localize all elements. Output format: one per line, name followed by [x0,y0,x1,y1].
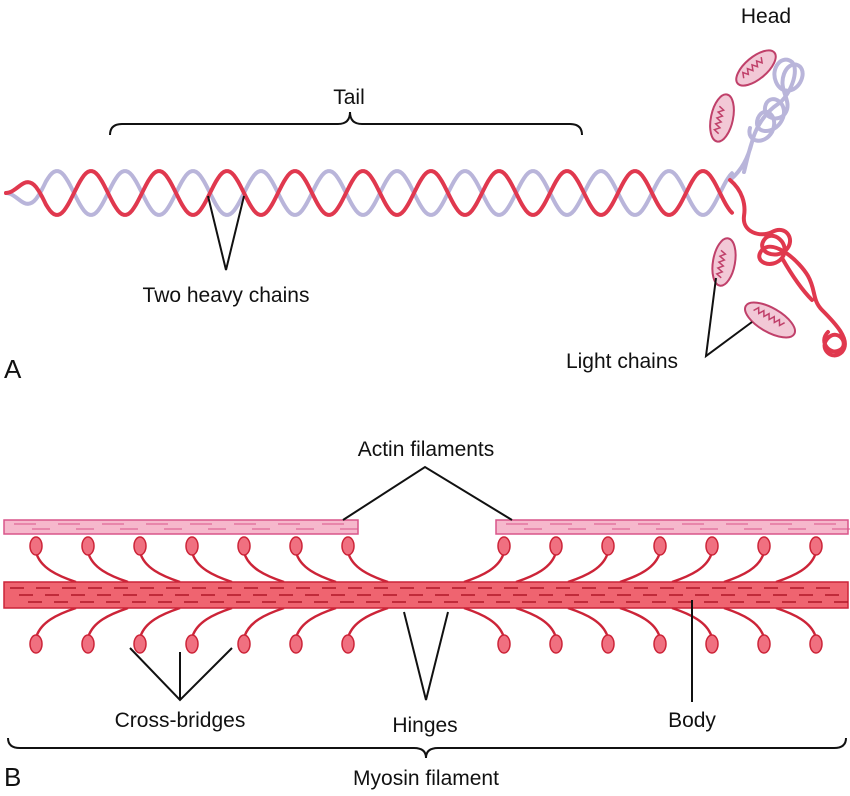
cross-bridge-arm [775,551,818,584]
light-chain-2 [709,93,735,143]
cross-bridge-arm [515,606,558,639]
cross-bridge-head [601,634,615,654]
cross-bridge-arm [34,551,77,584]
hinges-label: Hinges [392,714,457,737]
cross-bridge-arm [346,551,389,584]
cross-bridge-arm [34,606,77,639]
cross-bridge-head [497,536,511,556]
tail-label: Tail [333,86,365,109]
cross-bridge-head [809,536,823,556]
hinges-pointer [403,611,449,701]
body-label: Body [668,709,716,732]
light-chain-1 [735,49,777,87]
cross-bridge-arm [138,551,181,584]
cross-bridge-head [289,634,303,654]
cross-bridge-head [809,634,823,654]
heavy-chain-red-strand [4,169,734,217]
cross-bridge-head [653,536,667,556]
cross-bridge-head [757,634,771,654]
cross-bridge-head [705,634,719,654]
cross-bridge-head [185,634,199,654]
cross-bridge-arm [463,551,506,584]
cross-bridge-arm [86,606,129,639]
two-heavy-chains-label: Two heavy chains [143,284,310,307]
light-chain-3 [711,237,737,287]
cross-bridge-arm [190,551,233,584]
light-chains-label: Light chains [566,350,678,373]
cross-bridge-arm [671,606,714,639]
cross-bridge-head [29,536,43,556]
head-upper-coil [728,57,805,182]
cross-bridge-head [81,634,95,654]
cross-bridge-arm [775,606,818,639]
head-lavender-coil [728,57,805,182]
cross-bridge-arm [294,606,337,639]
head-lower-coil [728,178,847,358]
panel-a: Tail Head Two heavy chains Light chains … [4,5,847,384]
actin-filament-right [495,519,850,535]
myosin-body [3,581,849,609]
cross-bridge-head [757,536,771,556]
panel-b: Actin filaments Cross-bridges Hinges Bod… [3,438,850,792]
light-chains-pointer [704,277,753,359]
cross-bridge-head [341,536,355,556]
cross-bridge-arm [190,606,233,639]
actin-filament-left [3,519,359,535]
heavy-chain-helix [4,169,734,217]
cross-bridge-arm [723,606,766,639]
head-red-coil [728,178,847,358]
myosin-filament-bracket [7,737,847,759]
cross-bridge-arm [619,551,662,584]
cross-bridge-head [133,536,147,556]
cross-bridge-arm [294,551,337,584]
cross-bridge-arm [86,551,129,584]
cross-bridge-arm [242,606,285,639]
panel-a-label: A [4,354,22,384]
cross-bridge-head [133,634,147,654]
heavy-chains-pointer [207,195,245,271]
actin-filaments-label: Actin filaments [358,438,495,461]
cross-bridge-head [549,536,563,556]
cross-bridge-arm [567,606,610,639]
head-label: Head [741,5,791,28]
cross-bridge-head [29,634,43,654]
cross-bridge-arm [138,606,181,639]
cross-bridge-arm [671,551,714,584]
cross-bridge-arm [463,606,506,639]
cross-bridge-head [237,634,251,654]
cross-bridges [29,536,823,654]
light-chain-4 [744,301,796,339]
cross-bridge-head [601,536,615,556]
cross-bridge-head [549,634,563,654]
tail-bracket [109,111,583,136]
cross-bridge-head [653,634,667,654]
cross-bridge-arm [723,551,766,584]
actin-pointer [342,465,513,521]
cross-bridges-label: Cross-bridges [115,709,246,732]
panel-b-label: B [4,762,21,792]
cross-bridge-head [237,536,251,556]
cross-bridge-head [341,634,355,654]
cross-bridges-pointer [129,647,233,702]
myosin-filament-label: Myosin filament [353,767,499,790]
cross-bridge-arm [567,551,610,584]
cross-bridge-arm [515,551,558,584]
cross-bridge-head [289,536,303,556]
cross-bridge-head [497,634,511,654]
cross-bridge-arm [619,606,662,639]
heavy-chain-lavender-strand [4,169,734,217]
cross-bridge-head [705,536,719,556]
cross-bridge-head [185,536,199,556]
cross-bridge-arm [242,551,285,584]
cross-bridge-arm [346,606,389,639]
cross-bridge-head [81,536,95,556]
